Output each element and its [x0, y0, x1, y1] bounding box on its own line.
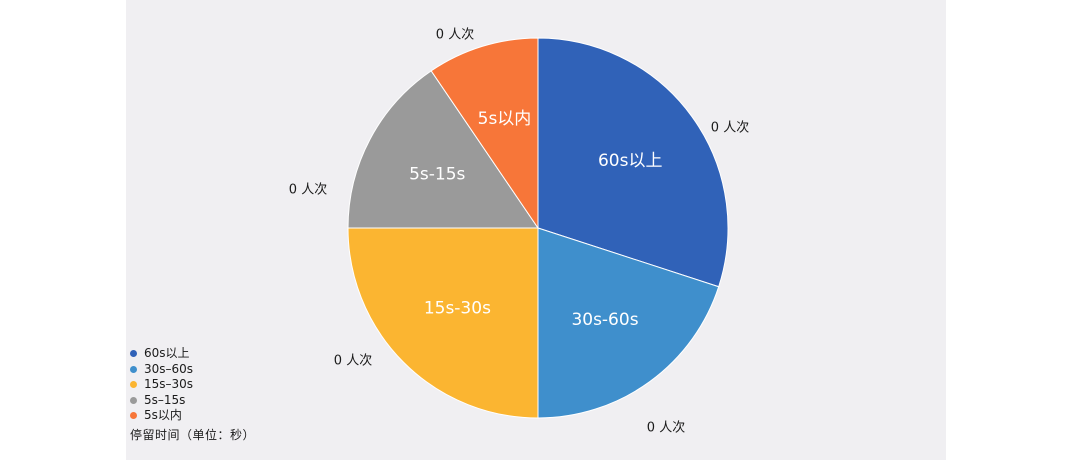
legend-label: 15s–30s: [144, 377, 194, 392]
count-label-5s-within: 0 人次: [436, 27, 474, 43]
count-label-60s-plus: 0 人次: [711, 120, 749, 136]
legend-item-5s-15s: 5s–15s: [130, 393, 255, 409]
legend-item-30s-60s: 30s–60s: [130, 362, 255, 378]
slice-label-5s-within: 5s以内: [478, 109, 532, 129]
legend-swatch: [130, 381, 137, 389]
legend-label: 30s–60s: [144, 361, 194, 376]
legend-label: 5s–15s: [144, 392, 186, 407]
count-label-15s-30s: 0 人次: [334, 353, 372, 369]
count-label-30s-60s: 0 人次: [647, 420, 685, 436]
pie-slice-5s-15s: [347, 70, 539, 229]
pie-slice-30s-60s: [537, 227, 720, 419]
slice-label-60s-plus: 60s以上: [598, 151, 663, 171]
legend-swatch: [130, 365, 137, 373]
slice-label-15s-30s: 15s-30s: [424, 299, 491, 319]
legend: 60s以上 30s–60s 15s–30s 5s–15s 5s以内 停留时间（单位：秒）: [130, 346, 255, 443]
pie-slice-15s-30s: [347, 227, 539, 419]
legend-item-15s-30s: 15s–30s: [130, 377, 255, 393]
pie-slice-60s-plus: [537, 37, 729, 288]
slice-label-5s-15s: 5s-15s: [409, 165, 465, 185]
pie-slice-5s-within: [430, 37, 539, 230]
legend-swatch: [130, 396, 137, 404]
legend-item-60s-plus: 60s以上: [130, 346, 255, 362]
legend-item-5s-within: 5s以内: [130, 408, 255, 424]
legend-swatch: [130, 412, 137, 420]
legend-swatch: [130, 350, 137, 358]
slice-label-30s-60s: 30s-60s: [571, 310, 638, 330]
legend-label: 60s以上: [144, 346, 190, 361]
legend-label: 5s以内: [144, 408, 182, 423]
legend-title: 停留时间（单位：秒）: [130, 427, 256, 442]
count-label-5s-15s: 0 人次: [289, 182, 327, 198]
